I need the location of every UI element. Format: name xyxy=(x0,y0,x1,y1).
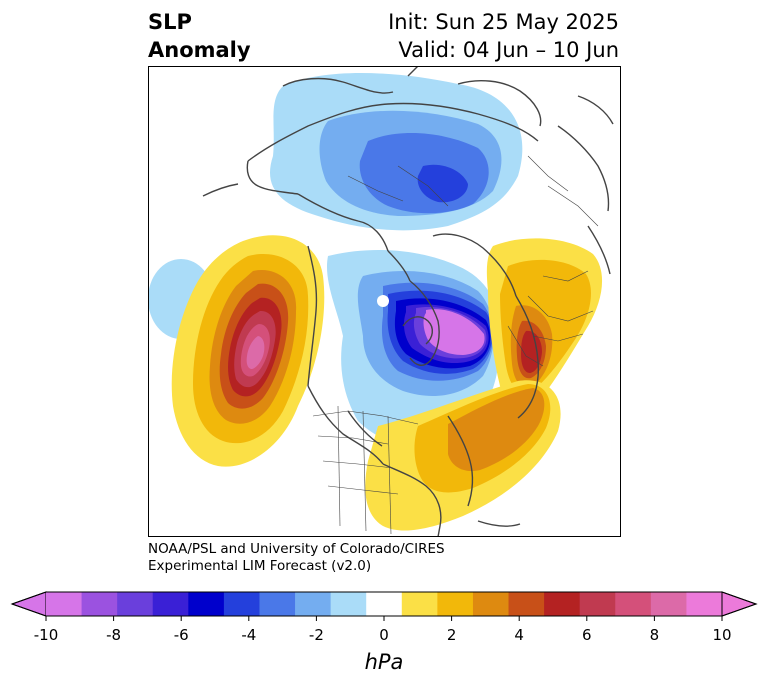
anomaly-positive-east-north-america xyxy=(365,380,561,531)
title-line-2: Anomaly xyxy=(148,38,251,62)
colorbar-swatch xyxy=(686,592,723,616)
colorbar-unit-label: hPa xyxy=(365,650,404,674)
colorbar-swatch xyxy=(615,592,652,616)
colorbar-swatch xyxy=(472,592,510,616)
colorbar-swatch xyxy=(188,592,225,616)
coastlines xyxy=(202,66,614,537)
colorbar-tick-label: -4 xyxy=(241,626,256,644)
slp-anomaly-map xyxy=(148,66,621,537)
colorbar-swatch xyxy=(259,592,296,616)
colorbar-tick-label: -2 xyxy=(309,626,324,644)
colorbar-tick-label: 6 xyxy=(582,626,592,644)
credit-line-2: Experimental LIM Forecast (v2.0) xyxy=(148,558,372,574)
political-borders xyxy=(312,155,599,535)
credit-text: NOAA/PSL and University of Colorado/CIRE… xyxy=(148,541,445,575)
init-date: Init: Sun 25 May 2025 xyxy=(388,10,619,34)
colorbar-swatch xyxy=(46,592,83,616)
colorbar-extend-high xyxy=(721,591,758,617)
credit-line-1: NOAA/PSL and University of Colorado/CIRE… xyxy=(148,541,445,557)
colorbar-tick-label: 8 xyxy=(650,626,660,644)
colorbar-swatch xyxy=(117,592,154,616)
colorbar-tick-label: 10 xyxy=(712,626,731,644)
colorbar-swatch xyxy=(152,592,189,616)
map-title: SLP Anomaly xyxy=(148,8,251,64)
colorbar-tick-label: 2 xyxy=(447,626,457,644)
title-line-1: SLP xyxy=(148,10,192,34)
colorbar-ticks: -10 -8 -6 -4 -2 0 2 4 6 8 10 xyxy=(34,616,732,644)
colorbar-swatch xyxy=(366,592,403,616)
colorbar-swatch xyxy=(81,592,118,616)
colorbar-tick-label: -6 xyxy=(174,626,189,644)
colorbar-tick-label: -8 xyxy=(106,626,121,644)
colorbar-swatch xyxy=(508,592,545,616)
anomaly-positive-north-pacific xyxy=(171,235,325,467)
colorbar-swatch xyxy=(223,592,260,616)
colorbar-tick-label: -10 xyxy=(34,626,59,644)
colorbar-swatch xyxy=(330,592,367,616)
colorbar-swatch xyxy=(579,592,616,616)
colorbar: -10 -8 -6 -4 -2 0 2 4 6 8 10 hPa xyxy=(10,591,758,674)
colorbar-swatch xyxy=(544,592,581,616)
colorbar-swatch xyxy=(650,592,687,616)
colorbar-swatches xyxy=(10,591,758,617)
colorbar-swatch xyxy=(295,592,332,616)
colorbar-swatch xyxy=(401,592,438,616)
colorbar-tick-label: 4 xyxy=(514,626,524,644)
valid-dates: Valid: 04 Jun – 10 Jun xyxy=(398,38,619,62)
colorbar-extend-low xyxy=(10,591,47,617)
colorbar-tick-label: 0 xyxy=(379,626,389,644)
colorbar-swatch xyxy=(437,592,474,616)
anomaly-negative-arctic xyxy=(270,73,523,231)
forecast-dates: Init: Sun 25 May 2025 Valid: 04 Jun – 10… xyxy=(388,8,619,64)
